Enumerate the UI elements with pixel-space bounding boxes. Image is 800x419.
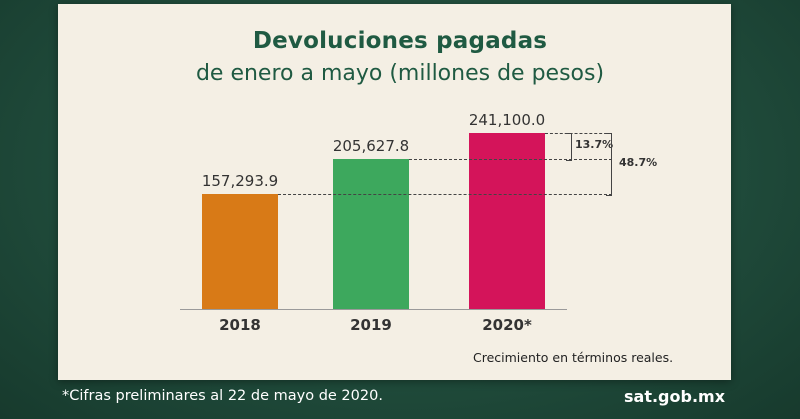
x-axis-line: [180, 309, 567, 310]
category-label-2020: 2020*: [482, 316, 532, 334]
reference-dash-2019: [409, 158, 612, 160]
chart-title: Devoluciones pagadas: [252, 28, 548, 54]
growth-note: Crecimiento en términos reales.: [473, 350, 674, 365]
growth-bracket-2019-2020: [566, 133, 572, 161]
bar-2018: [202, 194, 278, 309]
bar-2019: [333, 158, 409, 309]
chart-subtitle: de enero a mayo (millones de pesos): [195, 61, 605, 86]
value-label-2018: 157,293.9: [201, 172, 279, 191]
reference-dash-2018: [278, 194, 612, 196]
category-label-2018: 2018: [219, 316, 261, 334]
footer-disclaimer: *Cifras preliminares al 22 de mayo de 20…: [62, 388, 383, 404]
footer-site-link[interactable]: sat.gob.mx: [624, 387, 726, 406]
growth-bracket-2018-2020: [606, 133, 612, 197]
bar-2020: [469, 133, 545, 309]
reference-dash-2020: [545, 133, 612, 134]
value-label-2020: 241,100.0: [468, 111, 546, 129]
growth-label-2018-2020: 48.7%: [619, 155, 658, 169]
growth-label-2019-2020: 13.7%: [575, 137, 614, 151]
category-label-2019: 2019: [350, 316, 392, 334]
value-label-2019: 205,627.8: [332, 136, 410, 155]
